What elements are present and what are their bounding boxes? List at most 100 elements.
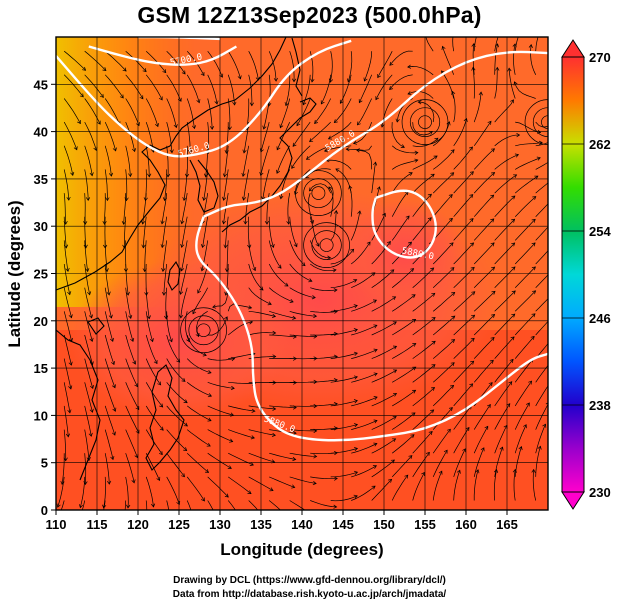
streamline-arrow	[493, 468, 499, 474]
streamline-arrow	[269, 487, 274, 492]
streamline	[494, 43, 498, 75]
colorbar-label: 262	[589, 137, 611, 152]
x-tick-label: 110	[46, 517, 67, 532]
streamline	[289, 334, 317, 337]
streamline-arrow	[270, 243, 275, 249]
streamline	[269, 452, 296, 460]
streamline-arrow	[89, 408, 94, 413]
streamline	[330, 352, 358, 359]
streamline-arrow	[56, 503, 61, 508]
streamline-arrow	[353, 328, 358, 333]
streamline	[144, 240, 147, 272]
streamline	[371, 479, 392, 501]
streamline-arrow	[87, 291, 92, 296]
streamline	[494, 381, 513, 407]
streamline	[84, 263, 91, 295]
streamline-arrow	[408, 455, 413, 459]
streamline	[125, 429, 138, 458]
streamline	[453, 194, 474, 217]
streamline-arrow	[302, 101, 307, 106]
streamline	[104, 358, 116, 388]
streamline-arrow	[372, 465, 378, 469]
streamline-arrow	[158, 451, 163, 456]
streamline	[432, 470, 443, 501]
streamline-arrow	[104, 268, 109, 273]
streamline	[145, 74, 163, 101]
streamline-arrow	[209, 125, 215, 130]
streamline-arrow	[153, 359, 158, 365]
streamline-arrow	[224, 316, 228, 321]
streamline	[104, 311, 114, 342]
streamline-arrow	[122, 67, 127, 72]
streamline	[289, 500, 306, 510]
streamline	[196, 311, 208, 337]
streamline-arrow	[526, 402, 530, 407]
streamline-arrow	[73, 146, 78, 151]
streamline-arrow	[315, 242, 320, 247]
streamline-arrow	[382, 212, 386, 217]
streamline-arrow	[490, 194, 495, 199]
streamline-arrow	[531, 468, 536, 473]
streamline	[330, 279, 357, 289]
streamline	[351, 420, 378, 430]
streamline	[432, 194, 453, 217]
streamline-arrow	[373, 348, 378, 353]
streamline	[125, 121, 136, 152]
streamline-arrow	[455, 21, 458, 25]
streamline	[330, 305, 358, 312]
streamline	[63, 145, 74, 176]
y-tick-label: 45	[34, 77, 48, 92]
streamline-arrow	[221, 220, 226, 225]
streamline-arrow	[441, 45, 446, 50]
streamline-arrow	[206, 442, 211, 447]
streamline	[125, 358, 138, 387]
streamline	[330, 424, 358, 430]
streamline	[310, 356, 338, 359]
streamline-arrow	[130, 337, 135, 343]
streamline-arrow	[414, 150, 419, 155]
streamline	[161, 216, 168, 248]
streamline-arrow	[490, 242, 495, 247]
streamline	[453, 360, 474, 383]
streamline	[289, 452, 317, 457]
x-axis-label: Longitude (degrees)	[220, 540, 383, 559]
streamline-arrow	[491, 290, 496, 295]
streamline-arrow	[428, 431, 433, 435]
streamline-arrow	[202, 196, 207, 201]
streamline-arrow	[480, 22, 483, 26]
streamline	[248, 310, 276, 317]
streamline	[291, 145, 311, 169]
streamline-arrow	[412, 319, 417, 323]
streamline-arrow	[85, 197, 91, 201]
streamline-arrow	[108, 172, 114, 177]
streamline	[371, 269, 395, 288]
streamline-arrow	[392, 321, 397, 326]
streamline-arrow	[202, 352, 207, 357]
streamline-arrow	[371, 272, 376, 277]
streamline	[514, 290, 536, 312]
streamline-arrow	[143, 197, 148, 202]
streamline	[248, 405, 276, 410]
streamline	[268, 216, 274, 248]
streamline	[391, 215, 410, 241]
streamline	[269, 405, 297, 408]
streamline	[389, 74, 413, 90]
streamline	[145, 358, 161, 386]
streamline-arrow	[327, 255, 332, 260]
streamline-arrow	[430, 267, 435, 272]
streamline	[351, 349, 378, 359]
streamline-arrow	[448, 194, 453, 199]
streamline	[412, 137, 439, 147]
streamline-arrow	[332, 268, 337, 273]
streamline-arrow	[511, 266, 516, 271]
streamline	[276, 121, 291, 150]
streamline-arrow	[310, 219, 315, 225]
streamline-arrow	[82, 66, 87, 71]
y-tick-label: 30	[34, 219, 48, 234]
streamline	[453, 171, 474, 194]
streamline-arrow	[66, 196, 71, 201]
streamline	[392, 319, 416, 336]
streamline	[104, 287, 112, 319]
streamline-arrow	[286, 517, 289, 520]
streamline	[224, 216, 229, 248]
